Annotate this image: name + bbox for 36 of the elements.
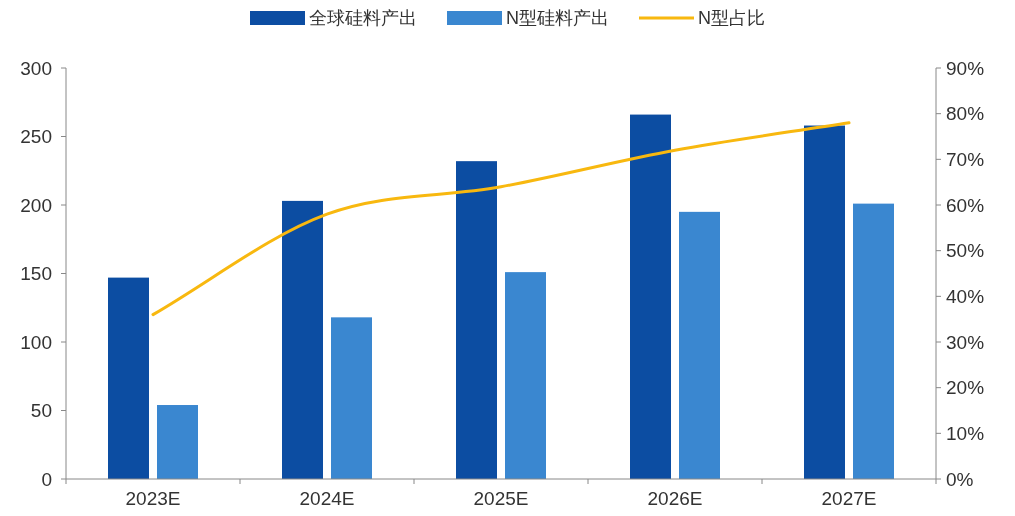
y-tick-label: 300: [20, 57, 52, 79]
y-tick-label: 50: [30, 400, 52, 421]
y-tick-label: 250: [20, 126, 52, 147]
y2-tick-label: 80%: [946, 103, 985, 125]
y-tick-label: 100: [20, 331, 52, 353]
x-tick-label: 2023E: [125, 488, 181, 509]
y-tick-label: 200: [20, 194, 52, 216]
y2-tick-label: 30%: [946, 331, 985, 353]
x-tick-label: 2026E: [647, 488, 703, 509]
bar: [108, 277, 149, 479]
y2-tick-label: 60%: [946, 194, 985, 216]
y2-tick-label: 40%: [946, 285, 985, 307]
y2-tick-label: 0%: [946, 468, 974, 490]
y2-tick-label: 90%: [946, 57, 985, 79]
bar: [679, 211, 720, 479]
x-tick-label: 2024E: [299, 488, 355, 509]
legend-label: N型占比: [698, 8, 765, 28]
y2-tick-label: 10%: [946, 422, 985, 444]
y-tick-label: 150: [20, 263, 52, 284]
y-tick-label: 0: [41, 468, 52, 490]
bar: [282, 200, 323, 479]
x-tick-label: 2025E: [473, 488, 529, 509]
bar: [853, 203, 894, 479]
x-tick-label: 2027E: [821, 488, 877, 509]
y2-tick-label: 70%: [946, 148, 985, 170]
bar: [331, 317, 372, 479]
y2-tick-label: 50%: [946, 240, 985, 262]
bar: [505, 272, 546, 479]
bar: [630, 114, 671, 479]
y2-tick-label: 20%: [946, 377, 985, 399]
bar: [157, 405, 198, 479]
line-series: [151, 121, 851, 317]
legend-label: N型硅料产出: [506, 8, 609, 28]
bar: [804, 125, 845, 479]
legend-label: 全球硅料产出: [309, 8, 417, 28]
bar: [456, 161, 497, 479]
